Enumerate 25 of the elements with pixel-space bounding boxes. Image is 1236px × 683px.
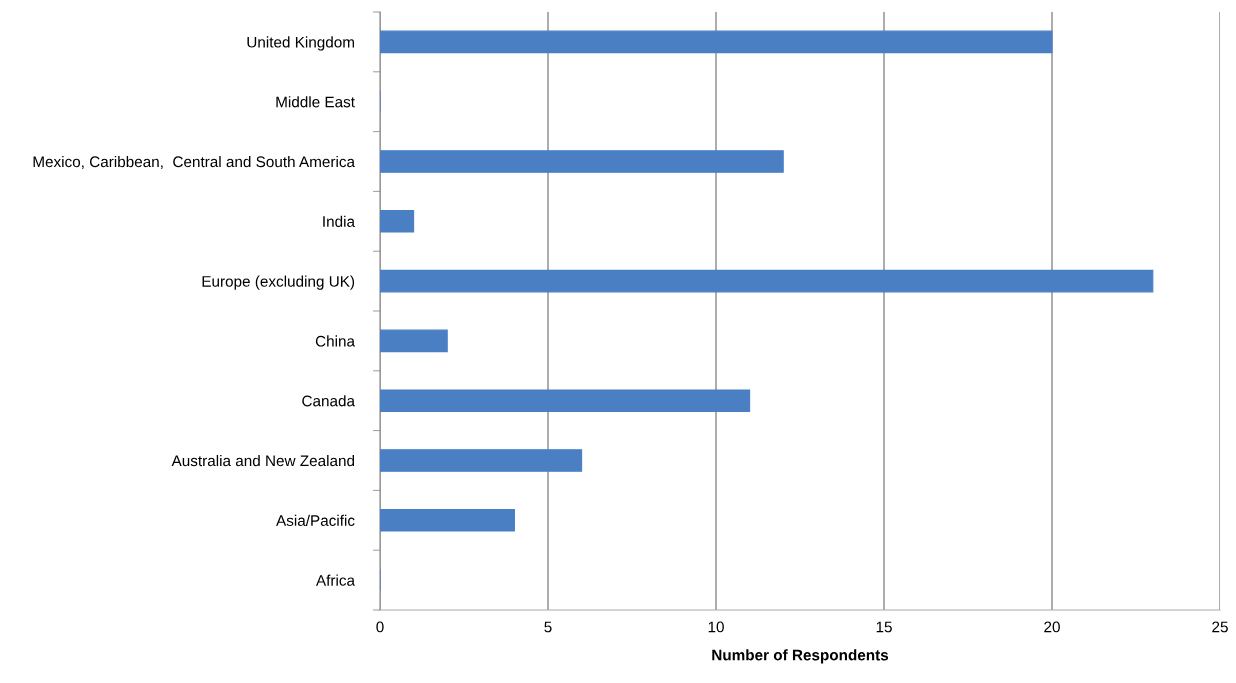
y-tick-label: Asia/Pacific: [276, 514, 355, 526]
x-tick-label: 0: [376, 621, 384, 633]
bar: [380, 209, 415, 233]
y-tick-label: United Kingdom: [247, 36, 354, 51]
x-tick-label: 5: [544, 621, 552, 633]
x-axis-title: Number of Respondents: [712, 649, 889, 664]
y-tick-label: Africa: [315, 574, 355, 586]
y-tick-label: India: [323, 215, 355, 227]
y-tick-label: Europe (excluding UK): [202, 275, 355, 290]
y-tick-label: Australia and New Zealand: [171, 454, 355, 467]
bar: [380, 389, 751, 413]
x-tick-label: 10: [708, 621, 724, 633]
x-tick-label: 20: [1044, 621, 1060, 633]
y-tick-label: China: [315, 335, 355, 347]
bar: [380, 449, 583, 472]
y-tick-label: Middle East: [276, 96, 355, 108]
y-tick-label: Mexico, Caribbean, Central and South America: [33, 155, 356, 169]
y-tick-label: Canada: [302, 395, 355, 407]
x-tick-label: 15: [876, 621, 892, 633]
bar: [380, 269, 1154, 293]
bar: [380, 150, 784, 173]
bar: [380, 329, 448, 353]
x-tick-label: 25: [1212, 621, 1228, 633]
bar: [380, 508, 515, 532]
bar: [380, 30, 1053, 54]
